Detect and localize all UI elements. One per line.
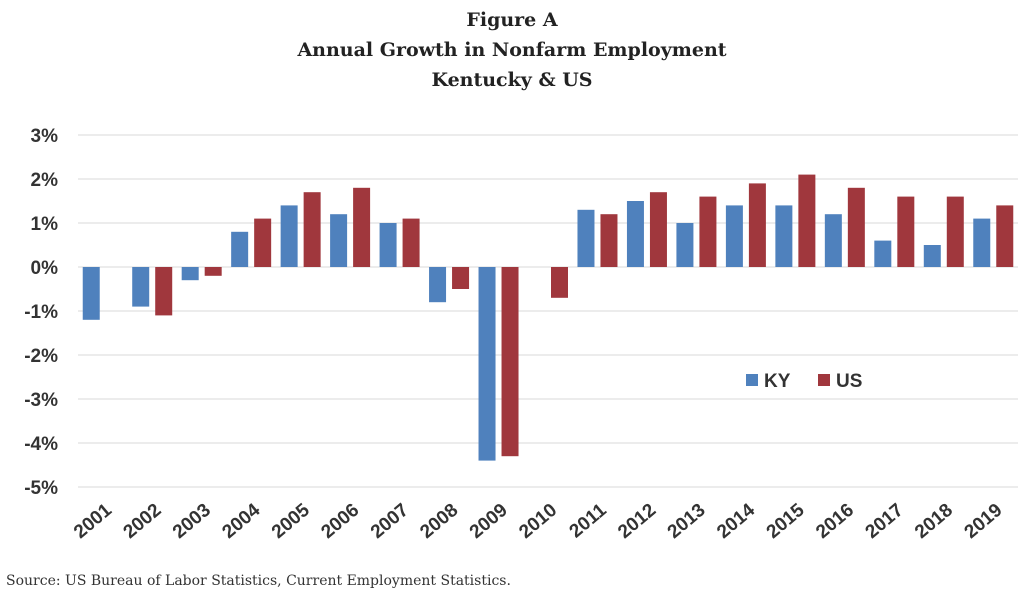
- bar-ky-2006: [330, 214, 348, 267]
- bar-us-2016: [847, 187, 865, 267]
- x-tick-label: 2007: [367, 500, 413, 543]
- x-tick-label: 2006: [317, 500, 363, 543]
- y-tick-label: -4%: [24, 434, 58, 455]
- gridlines: [78, 134, 1018, 488]
- bar-ky-2013: [676, 223, 694, 267]
- x-tick-label: 2003: [169, 500, 215, 543]
- bar-us-2008: [452, 267, 470, 289]
- bar-ky-2008: [429, 267, 447, 303]
- legend-label-us: US: [836, 371, 862, 392]
- bar-us-2005: [303, 192, 321, 267]
- x-axis-tick-labels: 2001 2002 2003 2004 2005 2006 2007 2008 2009 2010…: [70, 499, 1006, 543]
- bar-us-2014: [748, 183, 766, 267]
- bar-ky-2002: [132, 267, 150, 307]
- y-axis-tick-labels: 3% 2% 1% 0% -1% -2% -3% -4% -5%: [24, 126, 58, 499]
- source-note: Source: US Bureau of Labor Statistics, C…: [6, 573, 511, 589]
- x-tick-label: 2011: [566, 499, 611, 542]
- x-tick-label: 2013: [664, 500, 710, 543]
- bar-us-2017: [897, 196, 915, 267]
- y-tick-label: -5%: [24, 478, 58, 499]
- bar-ky-2016: [824, 214, 842, 267]
- bar-us-2012: [649, 192, 667, 267]
- y-tick-label: -3%: [24, 390, 58, 411]
- bar-ky-2009: [478, 267, 496, 461]
- bar-us-2003: [204, 267, 222, 276]
- x-tick-label: 2018: [911, 500, 957, 543]
- bar-ky-2018: [923, 245, 941, 267]
- x-tick-label: 2017: [862, 500, 908, 543]
- bar-ky-2012: [626, 201, 644, 267]
- bar-ky-2014: [725, 205, 743, 267]
- bar-us-2010: [551, 267, 568, 298]
- y-tick-label: -2%: [24, 346, 58, 367]
- chart-title-line-1: Figure A: [466, 9, 558, 31]
- bar-us-2019: [996, 205, 1014, 267]
- y-tick-label: 2%: [31, 170, 59, 191]
- bar-us-2009: [501, 267, 519, 457]
- bar-us-2007: [402, 218, 420, 267]
- x-tick-label: 2005: [268, 499, 314, 543]
- bar-ky-2003: [181, 267, 199, 281]
- x-tick-label: 2004: [218, 499, 264, 543]
- chart-title: Figure A Annual Growth in Nonfarm Employ…: [296, 9, 726, 91]
- bar-us-2011: [600, 214, 618, 267]
- bar-ky-2007: [379, 223, 397, 267]
- y-tick-label: -1%: [24, 302, 58, 323]
- legend-swatch-us: [818, 374, 830, 386]
- x-tick-label: 2010: [515, 500, 561, 543]
- bar-us-2002: [155, 267, 173, 316]
- bar-us-2018: [946, 196, 964, 267]
- bar-ky-2015: [775, 205, 793, 267]
- bar-us-2015: [798, 174, 816, 267]
- bar-us-2006: [353, 187, 371, 267]
- x-tick-label: 2009: [466, 500, 512, 543]
- chart-title-line-2: Annual Growth in Nonfarm Employment: [296, 39, 726, 61]
- legend: KY US: [746, 371, 862, 392]
- y-tick-label: 3%: [31, 126, 59, 147]
- bar-ky-2011: [577, 209, 595, 267]
- x-tick-label: 2002: [120, 500, 166, 543]
- x-tick-label: 2001: [70, 499, 116, 543]
- bar-ky-2001: [82, 267, 100, 320]
- x-tick-label: 2012: [614, 500, 660, 543]
- x-tick-label: 2016: [812, 500, 858, 543]
- legend-label-ky: KY: [764, 371, 791, 392]
- x-tick-label: 2008: [416, 500, 462, 543]
- bar-us-2013: [699, 196, 717, 267]
- bar-ky-2019: [973, 218, 991, 267]
- x-tick-label: 2015: [763, 499, 809, 543]
- legend-swatch-ky: [746, 374, 758, 386]
- bar-us-2004: [254, 218, 272, 267]
- y-tick-label: 1%: [31, 214, 59, 235]
- bar-ky-2004: [231, 231, 249, 267]
- bars: [82, 174, 1014, 461]
- x-tick-label: 2014: [713, 499, 759, 543]
- chart-title-line-3: Kentucky & US: [431, 69, 592, 91]
- y-tick-label: 0%: [31, 258, 59, 279]
- x-tick-label: 2019: [961, 500, 1007, 543]
- bar-ky-2005: [280, 205, 298, 267]
- bar-ky-2017: [874, 240, 892, 267]
